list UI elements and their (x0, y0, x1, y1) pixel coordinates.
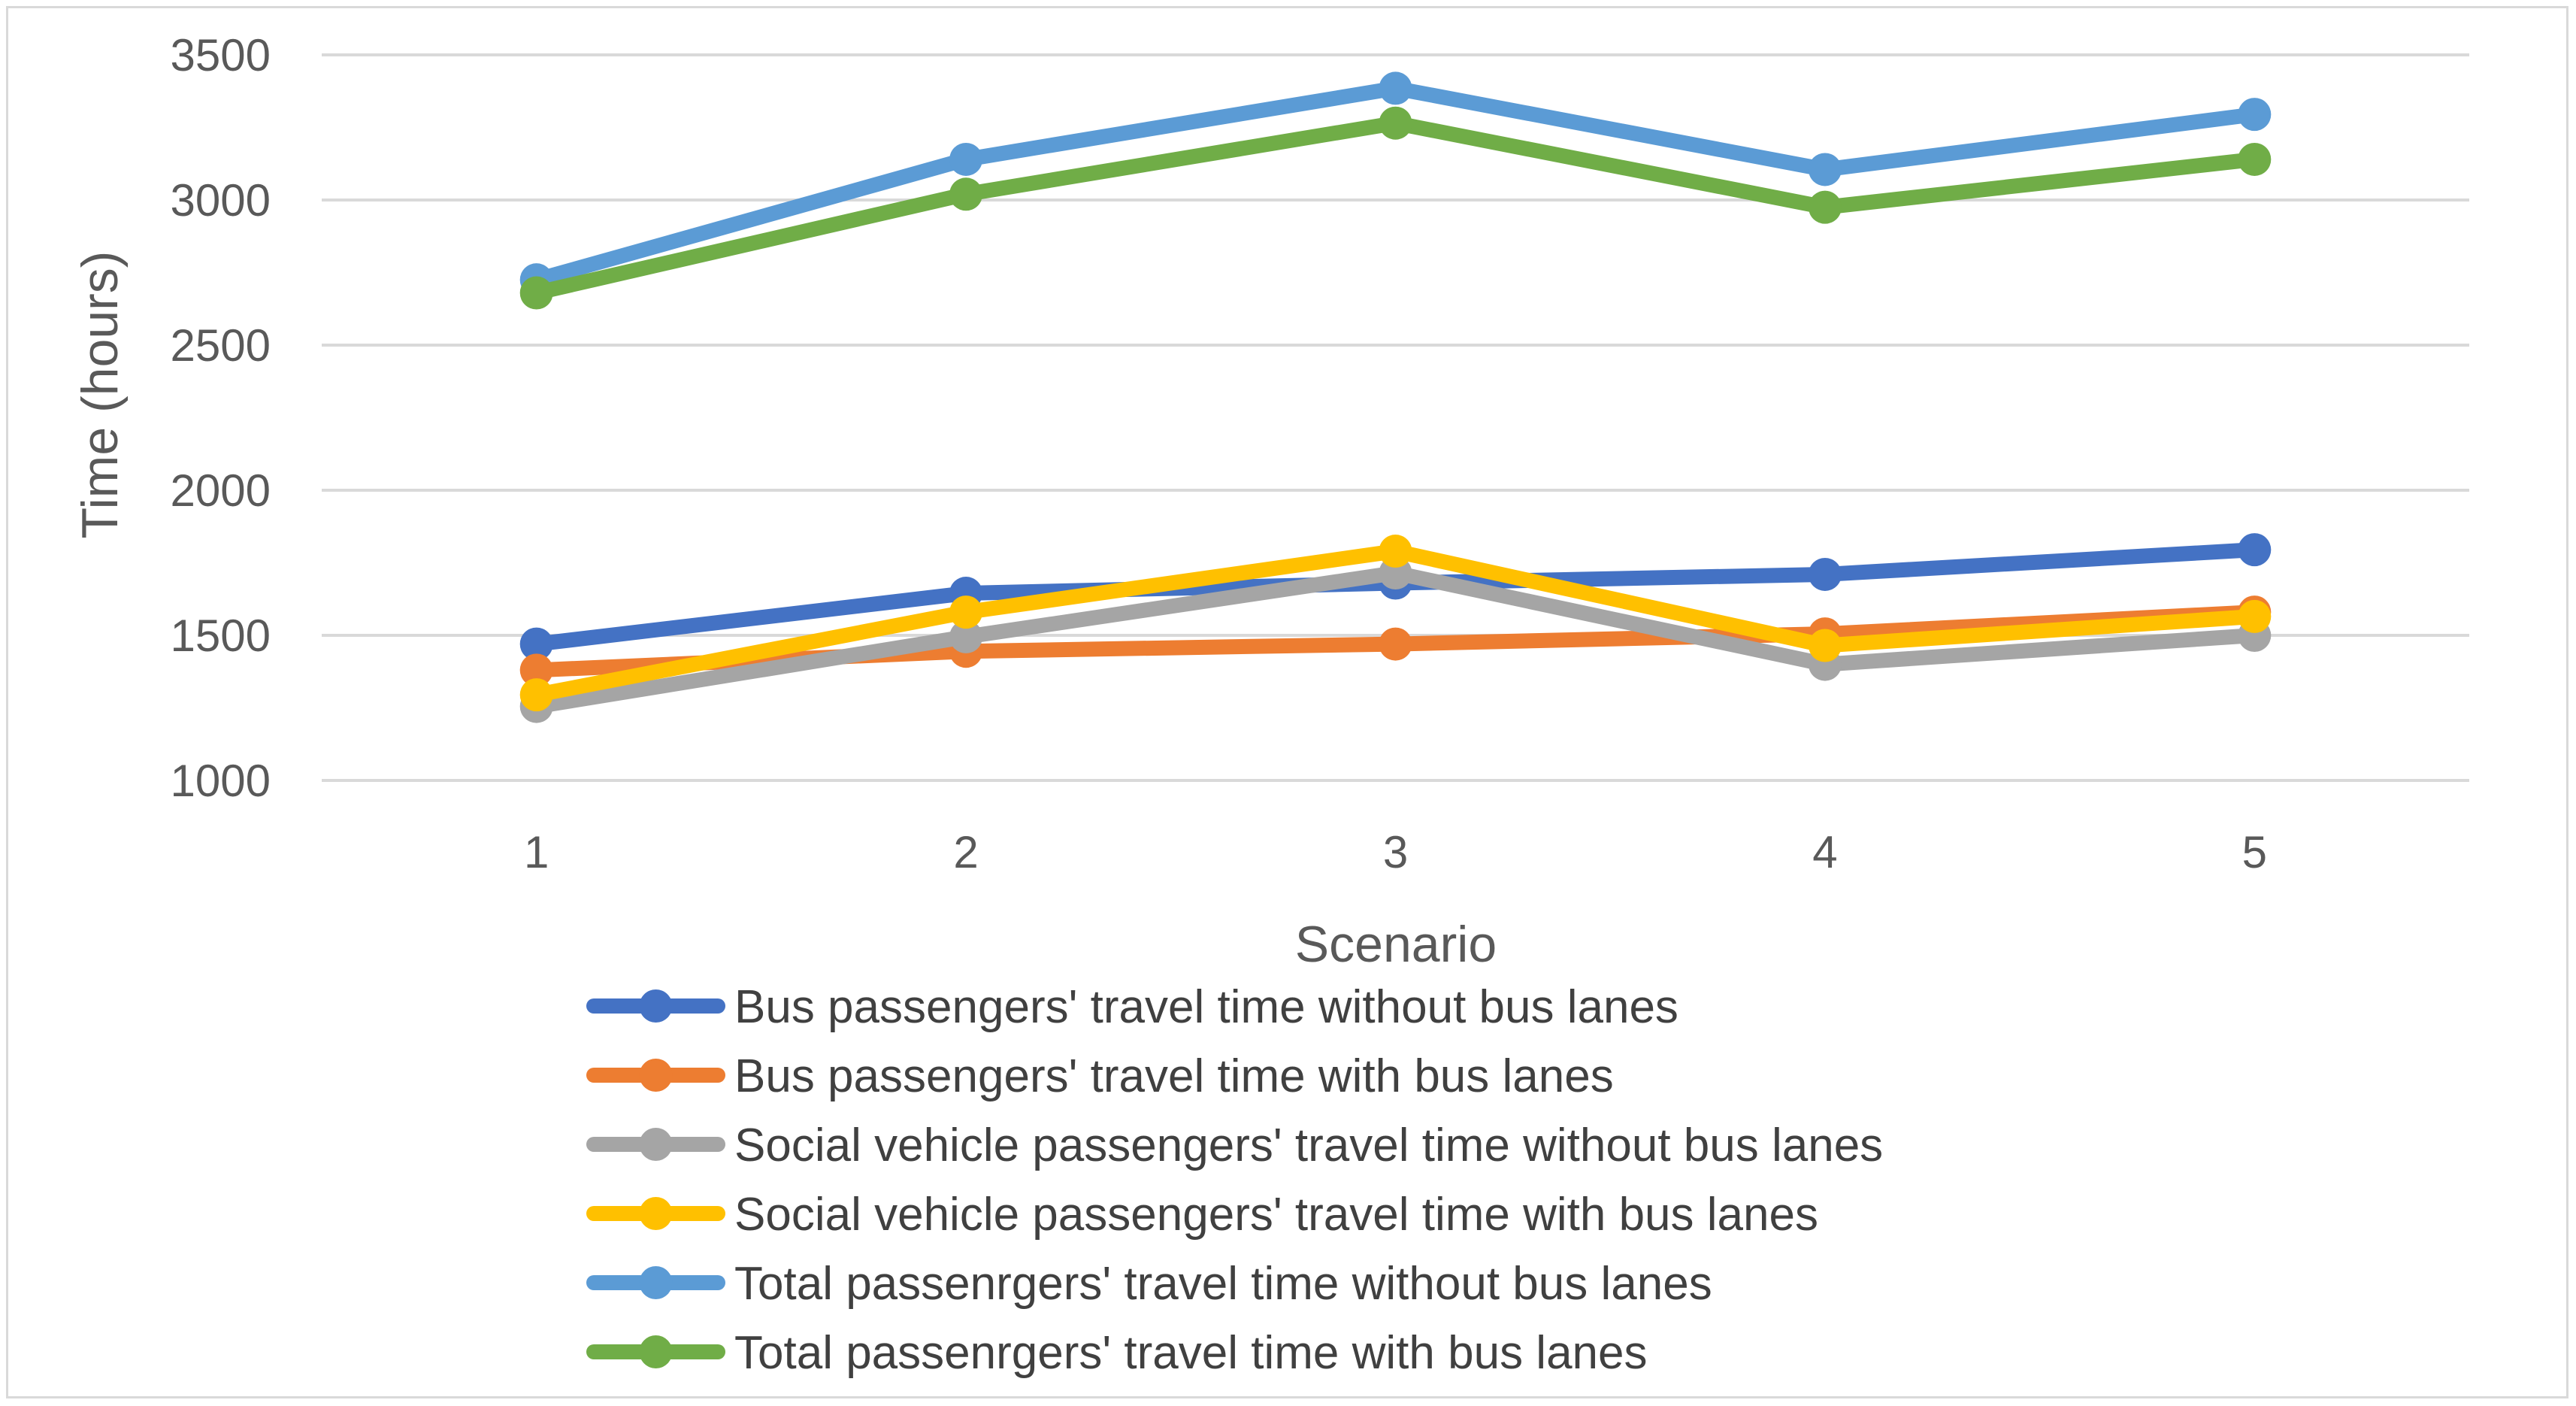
data-point (1808, 190, 1842, 224)
data-point (519, 276, 553, 310)
y-axis-ticks: 1000 1500 2000 2500 3000 3500 (171, 30, 271, 806)
data-point (519, 678, 553, 712)
legend-item: Total passenrgers' travel time without b… (586, 1258, 1712, 1310)
y-axis-title: Time (hours) (71, 251, 129, 539)
series-4 (519, 535, 2272, 712)
data-point (949, 595, 983, 629)
series-5 (519, 71, 2272, 297)
legend-swatch-marker (639, 1128, 673, 1161)
legend-swatch-marker (639, 1335, 673, 1368)
data-point (949, 142, 983, 176)
legend-label: Total passenrgers' travel time without b… (734, 1258, 1712, 1310)
x-tick-label: 3 (1383, 827, 1408, 877)
data-point (2238, 142, 2272, 176)
data-point (1808, 629, 1842, 662)
legend-label: Bus passengers' travel time with bus lan… (734, 1050, 1614, 1102)
data-point (1379, 71, 1412, 105)
x-tick-label: 5 (2242, 827, 2267, 877)
gridlines (322, 53, 2469, 782)
legend-swatch-marker (639, 989, 673, 1023)
legend-swatch-marker (639, 1266, 673, 1299)
data-point (1808, 557, 1842, 591)
x-axis-title: Scenario (1295, 916, 1497, 973)
y-tick-label: 1000 (171, 756, 271, 806)
x-tick-label: 4 (1812, 827, 1837, 877)
data-point (949, 177, 983, 211)
data-point (949, 620, 983, 653)
x-tick-label: 2 (953, 827, 978, 877)
data-point (1808, 153, 1842, 186)
y-tick-label: 2000 (171, 465, 271, 516)
series-6 (519, 106, 2272, 310)
y-tick-label: 3500 (171, 30, 271, 80)
y-tick-label: 1500 (171, 611, 271, 661)
data-point (2238, 533, 2272, 567)
data-point (2238, 599, 2272, 633)
legend-swatch-marker (639, 1197, 673, 1230)
y-tick-label: 3000 (171, 175, 271, 226)
legend-item: Social vehicle passengers' travel time w… (586, 1189, 1818, 1241)
y-tick-label: 2500 (171, 320, 271, 371)
data-point (519, 627, 553, 661)
chart-frame (6, 6, 2568, 1398)
legend-item: Bus passengers' travel time without bus … (586, 981, 1678, 1033)
legend-item: Total passenrgers' travel time with bus … (586, 1327, 1648, 1379)
x-tick-label: 1 (524, 827, 549, 877)
data-point (1379, 535, 1412, 568)
data-point (519, 653, 553, 687)
x-axis-ticks: 1 2 3 4 5 (524, 827, 2267, 877)
legend-item: Social vehicle passengers' travel time w… (586, 1120, 1883, 1171)
legend-label: Social vehicle passengers' travel time w… (734, 1120, 1883, 1171)
data-point (1379, 627, 1412, 661)
legend-item: Bus passengers' travel time with bus lan… (586, 1050, 1614, 1102)
legend-swatch-marker (639, 1059, 673, 1092)
legend-label: Social vehicle passengers' travel time w… (734, 1189, 1818, 1241)
legend: Bus passengers' travel time without bus … (586, 981, 1883, 1379)
legend-label: Total passenrgers' travel time with bus … (734, 1327, 1648, 1379)
legend-label: Bus passengers' travel time without bus … (734, 981, 1678, 1033)
data-point (2238, 98, 2272, 132)
data-point (1379, 106, 1412, 140)
series-group (519, 71, 2272, 723)
